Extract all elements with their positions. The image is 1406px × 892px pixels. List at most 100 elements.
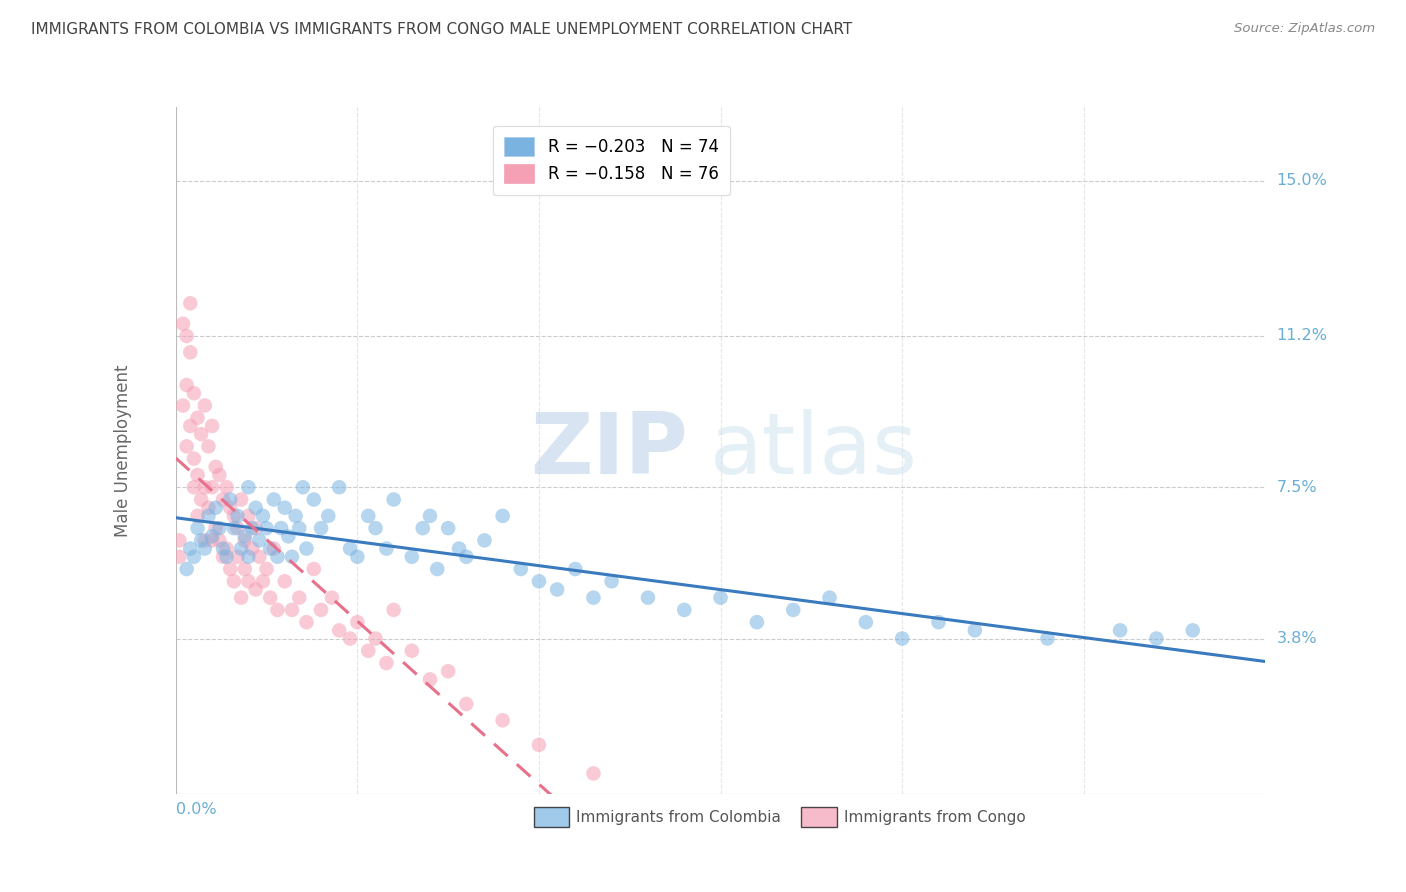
Point <box>745 615 768 630</box>
Point <box>238 549 260 564</box>
Point <box>197 500 219 515</box>
Point <box>226 549 249 564</box>
Point <box>357 508 380 523</box>
Text: Source: ZipAtlas.com: Source: ZipAtlas.com <box>1234 22 1375 36</box>
Point <box>204 459 226 474</box>
Point <box>201 419 224 434</box>
Point <box>215 549 238 564</box>
Point <box>309 521 332 535</box>
Point <box>240 541 263 556</box>
Point <box>818 591 841 605</box>
Point <box>401 644 423 658</box>
Point <box>169 549 191 564</box>
Point <box>256 562 278 576</box>
Point <box>252 508 274 523</box>
Point <box>186 521 209 535</box>
Point <box>302 492 325 507</box>
Point <box>226 508 249 523</box>
Point <box>231 591 253 605</box>
Text: ZIP: ZIP <box>530 409 688 492</box>
Point <box>194 399 217 413</box>
Point <box>172 399 194 413</box>
Point <box>1146 632 1168 646</box>
Point <box>215 541 238 556</box>
Point <box>186 508 209 523</box>
Point <box>328 624 350 638</box>
Point <box>183 451 205 466</box>
Text: 7.5%: 7.5% <box>1277 480 1317 495</box>
Point <box>309 603 332 617</box>
Point <box>212 549 235 564</box>
Point <box>219 500 242 515</box>
Legend: R = −0.203   N = 74, R = −0.158   N = 76: R = −0.203 N = 74, R = −0.158 N = 76 <box>492 126 731 194</box>
Point <box>281 549 304 564</box>
Text: Immigrants from Congo: Immigrants from Congo <box>844 810 1025 824</box>
Point <box>527 738 550 752</box>
Point <box>456 697 478 711</box>
Point <box>245 521 267 535</box>
Point <box>1036 632 1059 646</box>
Point <box>474 533 496 548</box>
Text: Male Unemployment: Male Unemployment <box>114 364 132 537</box>
Point <box>375 541 398 556</box>
Point <box>222 574 245 589</box>
Point <box>412 521 434 535</box>
Point <box>247 549 270 564</box>
Point <box>673 603 696 617</box>
Point <box>238 480 260 494</box>
Point <box>291 480 314 494</box>
Point <box>183 549 205 564</box>
Point <box>492 508 515 523</box>
Point <box>284 508 307 523</box>
Point <box>527 574 550 589</box>
Point <box>346 549 368 564</box>
Point <box>201 533 224 548</box>
Point <box>194 541 217 556</box>
Point <box>172 317 194 331</box>
Point <box>339 541 361 556</box>
Point <box>281 603 304 617</box>
Point <box>318 508 340 523</box>
Text: IMMIGRANTS FROM COLOMBIA VS IMMIGRANTS FROM CONGO MALE UNEMPLOYMENT CORRELATION : IMMIGRANTS FROM COLOMBIA VS IMMIGRANTS F… <box>31 22 852 37</box>
Point <box>782 603 804 617</box>
Point <box>274 500 297 515</box>
Point <box>219 562 242 576</box>
Point <box>176 562 198 576</box>
Point <box>179 541 201 556</box>
Point <box>375 656 398 670</box>
Point <box>382 603 405 617</box>
Point <box>263 541 285 556</box>
Point <box>339 632 361 646</box>
Point <box>238 508 260 523</box>
Point <box>252 574 274 589</box>
Point <box>179 419 201 434</box>
Point <box>176 439 198 453</box>
Point <box>194 480 217 494</box>
Point <box>233 533 256 548</box>
Point <box>169 533 191 548</box>
Point <box>1181 624 1204 638</box>
Point <box>245 500 267 515</box>
Point <box>208 521 231 535</box>
Point <box>208 533 231 548</box>
Point <box>201 529 224 543</box>
Point <box>1109 624 1132 638</box>
Point <box>302 562 325 576</box>
Text: Immigrants from Colombia: Immigrants from Colombia <box>576 810 782 824</box>
Point <box>190 427 212 442</box>
Point <box>582 591 605 605</box>
Point <box>179 296 201 310</box>
Point <box>277 529 299 543</box>
Point <box>364 521 387 535</box>
Point <box>190 533 212 548</box>
Point <box>204 521 226 535</box>
Point <box>197 508 219 523</box>
Point <box>231 541 253 556</box>
Point <box>328 480 350 494</box>
Text: 0.0%: 0.0% <box>176 802 217 817</box>
Text: 3.8%: 3.8% <box>1277 631 1317 646</box>
Point <box>426 562 449 576</box>
Point <box>233 529 256 543</box>
Point <box>204 500 226 515</box>
Point <box>419 508 441 523</box>
